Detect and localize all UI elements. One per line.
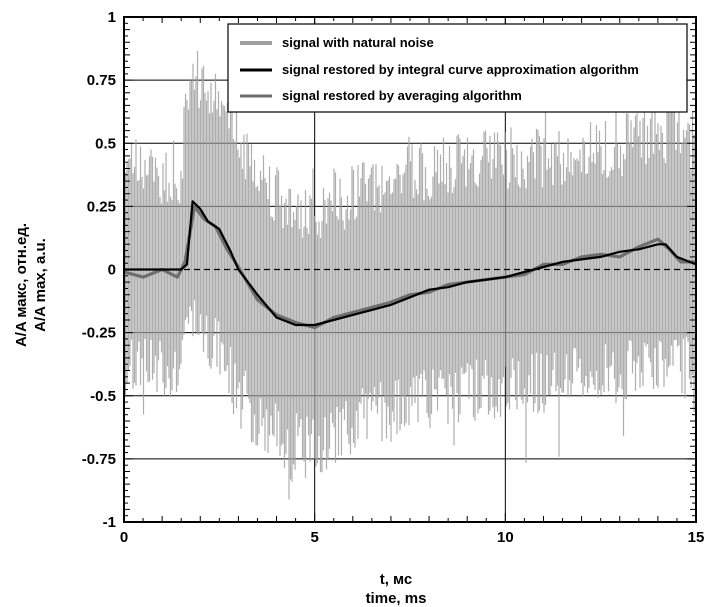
legend-label-noise: signal with natural noise: [282, 35, 434, 50]
x-axis-title-en: time, ms: [366, 590, 427, 607]
y-axis-title-ru: A/A макс, отн.ед.: [13, 223, 30, 347]
y-tick-label: -0.75: [82, 451, 116, 468]
y-tick-label: -0.5: [90, 388, 116, 405]
y-tick-label: 1: [108, 9, 116, 26]
legend-label-integral: signal restored by integral curve approx…: [282, 62, 639, 77]
y-tick-label: 0.75: [87, 72, 116, 89]
series-integral-line: [124, 200, 696, 327]
y-tick-label: -0.25: [82, 325, 116, 342]
legend-label-averaging: signal restored by averaging algorithm: [282, 88, 522, 103]
legend-box: [227, 23, 688, 113]
tick-labels: 0 5 10 15 1 0.75 0.5 0.25 0 -0.25 -0.5 -0.75 -1: [82, 9, 705, 546]
x-axis-title-ru: t, мс: [380, 571, 413, 588]
x-tick-label: 15: [688, 529, 705, 546]
y-tick-label: 0.5: [95, 135, 116, 152]
axes: [123, 16, 697, 523]
x-tick-label: 5: [310, 529, 318, 546]
y-axis-title-en: A/A max, a.u.: [32, 238, 49, 332]
y-tick-label: 0.25: [87, 198, 116, 215]
plot-area: [124, 50, 696, 500]
y-tick-label: 0: [108, 262, 116, 279]
x-tick-label: 10: [497, 529, 514, 546]
x-tick-label: 0: [120, 529, 128, 546]
legend: signal with natural noise signal restore…: [227, 23, 688, 113]
y-tick-label: -1: [103, 514, 116, 531]
